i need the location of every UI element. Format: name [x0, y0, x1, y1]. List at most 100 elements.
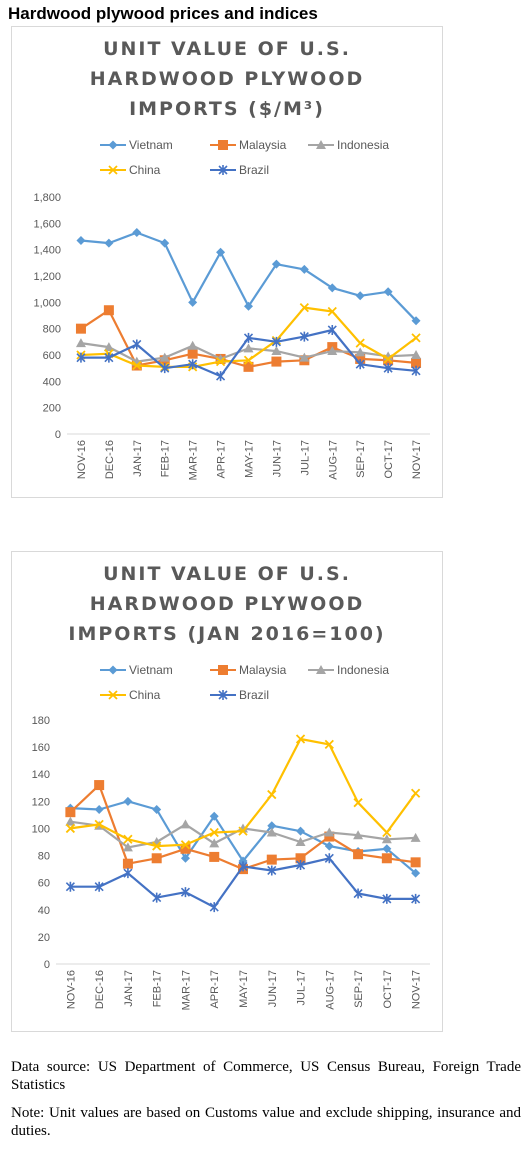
data-point-brazil — [216, 371, 226, 382]
x-tick-label: FEB-17 — [152, 970, 164, 1007]
data-point-china — [299, 302, 309, 313]
data-point-indonesia — [355, 347, 366, 357]
unit-value-note: Note: Unit values are based on Customs v… — [11, 1105, 521, 1139]
data-point-brazil — [299, 331, 309, 342]
legend-item-indonesia: Indonesia — [308, 663, 389, 677]
data-point-vietnam — [327, 283, 337, 293]
series-china — [76, 302, 421, 372]
y-tick-label: 400 — [43, 376, 61, 388]
data-point-malaysia — [271, 356, 282, 367]
y-tick-label: 60 — [38, 878, 50, 890]
y-tick-label: 40 — [38, 905, 50, 917]
data-point-vietnam — [180, 853, 190, 863]
x-tick-label: OCT-17 — [383, 440, 395, 479]
data-point-china — [410, 788, 421, 798]
legend-item-malaysia: Malaysia — [210, 663, 287, 677]
chart-panel-unit-value-index: UNIT VALUE OF U.S. HARDWOOD PLYWOOD IMPORT… — [11, 551, 443, 1032]
line-chart-unit-value-dollars: UNIT VALUE OF U.S. HARDWOOD PLYWOOD IMPORT… — [33, 38, 430, 480]
data-point-malaysia — [209, 851, 220, 862]
x-tick-label: JAN-17 — [132, 440, 144, 477]
data-point-malaysia — [180, 843, 191, 854]
data-point-vietnam — [383, 287, 393, 297]
data-point-indonesia — [65, 816, 76, 826]
series-china — [65, 734, 421, 851]
legend-item-china: China — [100, 688, 161, 702]
data-point-china — [132, 360, 142, 371]
legend-item-china: China — [100, 163, 161, 177]
y-tick-label: 20 — [38, 932, 50, 944]
data-point-china — [238, 826, 248, 836]
y-tick-label: 1,800 — [33, 192, 61, 204]
chart-title-line: HARDWOOD PLYWOOD — [90, 593, 365, 615]
data-point-vietnam — [271, 259, 281, 269]
data-point-vietnam — [160, 238, 170, 248]
data-point-china — [353, 798, 363, 808]
y-tick-label: 0 — [55, 429, 61, 441]
data-point-china — [355, 338, 365, 348]
data-point-malaysia — [103, 305, 114, 316]
data-point-brazil — [383, 363, 393, 374]
data-point-brazil — [355, 359, 365, 370]
x-tick-label: FEB-17 — [160, 440, 172, 477]
legend-label-china: China — [129, 688, 161, 702]
legend-item-malaysia: Malaysia — [210, 138, 287, 152]
chart-title-line: HARDWOOD PLYWOOD — [90, 68, 365, 90]
y-tick-label: 160 — [32, 742, 50, 754]
data-point-malaysia — [410, 857, 421, 868]
data-point-indonesia — [295, 837, 306, 846]
data-point-vietnam — [355, 291, 365, 301]
data-point-malaysia — [381, 853, 392, 864]
y-tick-label: 120 — [32, 796, 50, 808]
data-point-brazil — [76, 352, 86, 363]
data-point-vietnam — [123, 796, 133, 806]
data-point-indonesia — [324, 827, 335, 837]
data-point-brazil — [104, 352, 114, 363]
data-point-indonesia — [299, 352, 310, 362]
y-tick-label: 140 — [32, 769, 50, 781]
data-point-vietnam — [244, 301, 253, 311]
x-marker-icon — [108, 165, 118, 175]
data-point-brazil — [324, 853, 334, 864]
data-point-vietnam — [411, 316, 421, 326]
data-point-brazil — [152, 892, 162, 903]
legend-label-vietnam: Vietnam — [129, 138, 173, 152]
series-vietnam — [76, 228, 421, 326]
data-point-china — [94, 819, 104, 830]
x-tick-label: DEC-16 — [104, 440, 116, 479]
data-point-china — [295, 734, 306, 744]
chart-panel-unit-value-dollars: UNIT VALUE OF U.S. HARDWOOD PLYWOOD IMPORT… — [11, 26, 443, 498]
y-tick-label: 180 — [32, 715, 50, 727]
data-point-vietnam — [296, 826, 306, 836]
data-point-indonesia — [122, 842, 133, 852]
diamond-marker-icon — [108, 665, 118, 675]
data-point-indonesia — [187, 340, 198, 350]
data-point-vietnam — [188, 297, 198, 307]
x-tick-label: OCT-17 — [382, 970, 394, 1009]
data-point-china — [243, 355, 254, 365]
data-point-china — [180, 840, 191, 850]
asterisk-marker-icon — [218, 690, 228, 700]
x-tick-label: NOV-16 — [76, 440, 88, 479]
legend-label-china: China — [129, 163, 161, 177]
line-chart-unit-value-index: UNIT VALUE OF U.S. HARDWOOD PLYWOOD IMPORT… — [32, 563, 430, 1010]
x-tick-label: MAR-17 — [188, 440, 200, 480]
data-point-brazil — [188, 359, 198, 370]
y-tick-label: 100 — [32, 823, 50, 835]
data-point-vietnam — [132, 228, 142, 238]
y-tick-label: 1,400 — [33, 245, 61, 257]
y-tick-label: 0 — [44, 959, 50, 971]
diamond-marker-icon — [108, 140, 118, 150]
data-point-vietnam — [299, 264, 309, 274]
data-point-vietnam — [94, 804, 104, 814]
data-point-malaysia — [122, 858, 133, 869]
x-tick-label: MAR-17 — [180, 970, 192, 1010]
chart-title-line: UNIT VALUE OF U.S. — [103, 563, 351, 585]
legend-item-brazil: Brazil — [210, 163, 269, 177]
data-point-vietnam — [411, 868, 421, 878]
data-point-brazil — [123, 868, 133, 879]
data-point-vietnam — [76, 235, 86, 245]
chart-title-line: IMPORTS ($/M³) — [129, 98, 325, 120]
data-point-brazil — [243, 332, 254, 343]
legend-item-brazil: Brazil — [210, 688, 269, 702]
x-tick-label: JAN-17 — [123, 970, 135, 1007]
